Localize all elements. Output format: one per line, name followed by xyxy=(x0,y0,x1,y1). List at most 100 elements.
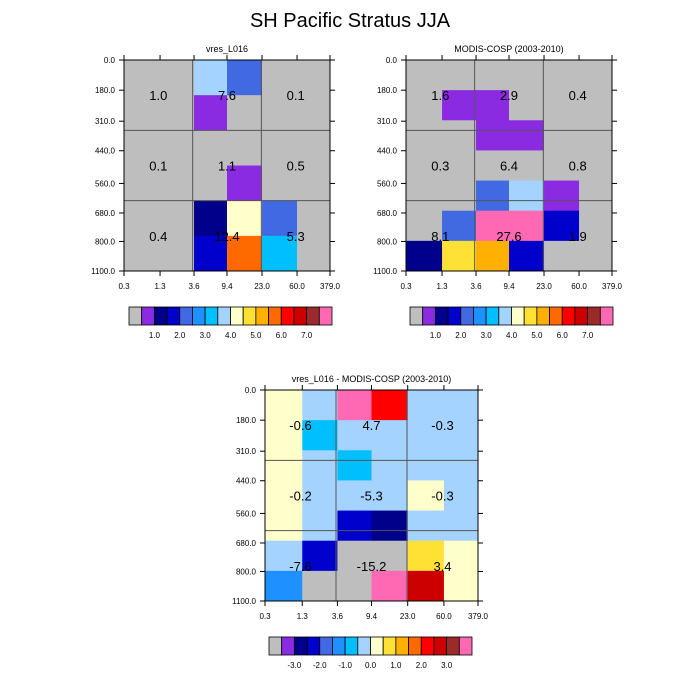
panel-modis: MODIS-COSP (2003-2010) 1.6 2.9 0.4 0.3 6.4 0.8… xyxy=(373,44,622,340)
heatmap-cell xyxy=(544,90,580,121)
x-tick-label: 3.6 xyxy=(188,282,200,291)
y-tick-label: 560.0 xyxy=(95,179,116,188)
heatmap-cell xyxy=(297,200,331,237)
heatmap-cell xyxy=(509,150,545,181)
x-tick-label: 3.6 xyxy=(470,282,482,291)
block-value-label: 0.5 xyxy=(287,159,305,174)
heatmap-cell xyxy=(406,60,443,91)
block-value-label: 1.9 xyxy=(569,229,587,244)
colorbar-label: 7.0 xyxy=(301,331,313,340)
y-tick-label: 180.0 xyxy=(236,416,257,425)
colorbar-box xyxy=(458,636,473,656)
heatmap-cell xyxy=(407,570,445,602)
heatmap-cell xyxy=(302,390,338,421)
colorbar-box xyxy=(319,636,333,656)
heatmap-cell xyxy=(579,120,613,151)
heatmap-cell xyxy=(476,60,510,91)
heatmap-cell xyxy=(227,165,263,202)
colorbar-box xyxy=(204,306,219,326)
colorbar-label: -2.0 xyxy=(313,661,327,670)
heatmap-cell xyxy=(194,95,228,131)
block-value-label: 7.6 xyxy=(218,88,236,103)
heatmap-cell xyxy=(407,450,445,481)
heatmap-cell xyxy=(371,480,409,511)
y-tick-label: 680.0 xyxy=(95,209,116,218)
y-tick-label: 310.0 xyxy=(236,447,257,456)
colorbar-box xyxy=(473,306,487,326)
y-tick-label: 0.0 xyxy=(386,56,398,65)
colorbar-box xyxy=(523,306,538,326)
colorbar-box xyxy=(408,636,422,656)
y-tick-label: 310.0 xyxy=(95,117,116,126)
colorbar-box xyxy=(268,636,283,656)
colorbar-box xyxy=(280,306,295,326)
x-tick-label: 60.0 xyxy=(571,282,587,291)
y-tick-label: 0.0 xyxy=(104,56,116,65)
heatmap-cell xyxy=(579,180,613,212)
heatmap-cell xyxy=(337,480,372,511)
block-value-label: 4.7 xyxy=(362,418,380,433)
heatmap-cell xyxy=(407,510,445,542)
heatmap-cell xyxy=(297,165,331,202)
y-tick-label: 560.0 xyxy=(377,179,398,188)
block-value-label: 5.3 xyxy=(287,229,305,244)
x-tick-label: 9.4 xyxy=(221,282,233,291)
block-value-label: -0.2 xyxy=(289,489,311,504)
colorbar-box xyxy=(511,306,525,326)
heatmap-cell xyxy=(262,60,298,96)
heatmap-cell xyxy=(579,240,613,272)
y-tick-label: 440.0 xyxy=(95,147,116,156)
panel-difference: vres_L016 - MODIS-COSP (2003-2010) -0.6 4.… xyxy=(232,374,488,670)
heatmap-cell xyxy=(544,120,580,151)
heatmap-cell xyxy=(160,200,195,237)
y-tick-label: 0.0 xyxy=(245,386,257,395)
heatmap-cell xyxy=(337,510,372,542)
heatmap-cell xyxy=(442,240,477,272)
heatmap-cell xyxy=(544,180,580,212)
colorbar-label: 0.0 xyxy=(365,661,377,670)
y-tick-label: 800.0 xyxy=(95,237,116,246)
heatmap-cell xyxy=(509,90,545,121)
heatmap-cell xyxy=(407,480,445,511)
heatmap-cell xyxy=(262,130,298,166)
heatmap-cell xyxy=(371,510,409,542)
heatmap-cell xyxy=(443,570,479,602)
colorbar-box xyxy=(561,306,576,326)
colorbar-box xyxy=(166,306,181,326)
heatmap-cell xyxy=(262,95,298,131)
block-value-label: 0.1 xyxy=(287,88,305,103)
block-value-label: 0.4 xyxy=(569,88,587,103)
colorbar-box xyxy=(293,306,308,326)
heatmap-cell xyxy=(160,235,195,272)
colorbar-label: 1.0 xyxy=(430,331,442,340)
heatmap-cell xyxy=(406,150,443,181)
block-value-label: 0.1 xyxy=(149,159,167,174)
heatmap-cell xyxy=(160,60,195,96)
x-tick-label: 379.0 xyxy=(320,282,341,291)
heatmap-cell xyxy=(407,420,445,451)
colorbar-label: 5.0 xyxy=(250,331,262,340)
colorbar-label: 3.0 xyxy=(441,661,453,670)
y-tick-label: 1100.0 xyxy=(91,267,115,276)
panel-vres: vres_L016 1.0 7.6 0.1 0.1 1.1 0.5 0.4 12.4 5.3 0.0… xyxy=(91,44,340,340)
colorbar-label: 2.0 xyxy=(416,661,428,670)
block-value-label: 1.1 xyxy=(218,159,236,174)
colorbar-box xyxy=(306,636,321,656)
heatmap-cell xyxy=(124,200,161,237)
heatmap-cell xyxy=(579,60,613,91)
block-value-label: 1.0 xyxy=(149,88,167,103)
colorbar-box xyxy=(217,306,231,326)
heatmap-cell xyxy=(160,95,195,131)
heatmap-cell xyxy=(194,235,228,272)
heatmap-cell xyxy=(442,180,477,212)
heatmap-cell xyxy=(579,150,613,181)
colorbar-label: 3.0 xyxy=(481,331,493,340)
heatmap-cell xyxy=(442,150,477,181)
heatmap-cell xyxy=(442,120,477,151)
colorbar-box xyxy=(422,306,436,326)
heatmap-cell xyxy=(406,240,443,272)
block-value-label: 2.9 xyxy=(500,88,518,103)
heatmap-cell xyxy=(265,510,303,542)
colorbar-box xyxy=(395,636,409,656)
heatmap-cell xyxy=(443,390,479,421)
